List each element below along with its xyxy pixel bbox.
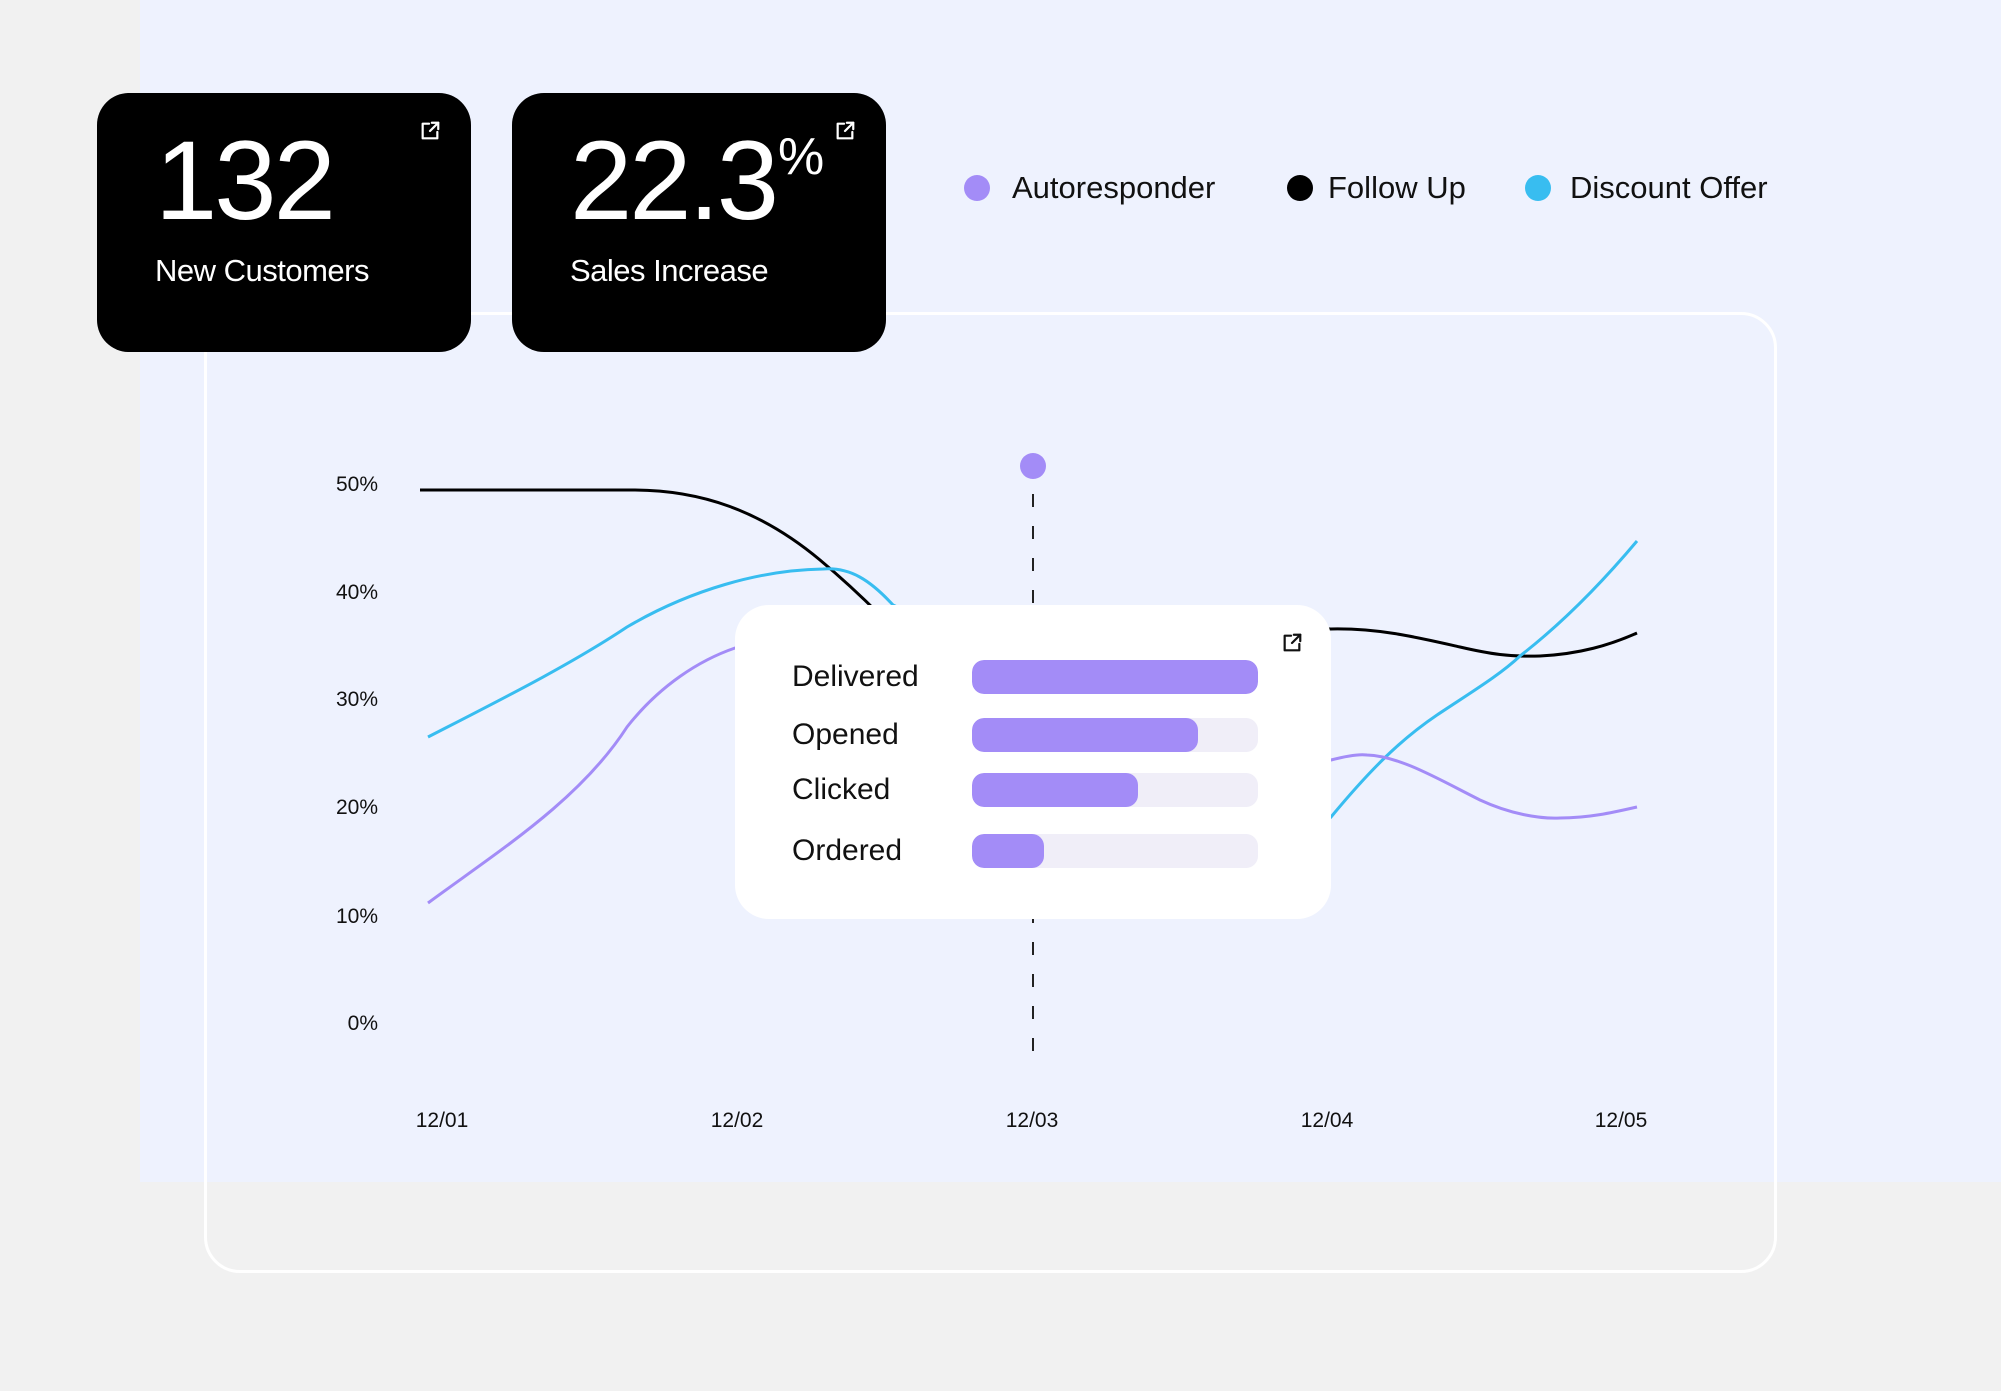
funnel-label: Delivered — [792, 660, 919, 693]
funnel-row-ordered: Ordered — [735, 834, 1331, 868]
stat-card-sales-increase[interactable]: 22.3% Sales Increase — [512, 93, 886, 352]
y-axis-label: 10% — [335, 905, 378, 928]
x-axis-label: 12/04 — [1300, 1109, 1354, 1132]
legend-item-follow-up[interactable]: Follow Up — [1287, 170, 1466, 206]
legend-dot-icon — [964, 175, 990, 201]
y-axis-label: 40% — [335, 581, 378, 604]
external-link-icon[interactable] — [419, 120, 441, 142]
x-axis-label: 12/05 — [1594, 1109, 1648, 1132]
legend-dot-icon — [1525, 175, 1551, 201]
funnel-label: Opened — [792, 718, 899, 751]
external-link-icon[interactable] — [1281, 632, 1303, 654]
stat-label: New Customers — [155, 253, 370, 288]
legend-label: Autoresponder — [1012, 170, 1216, 205]
legend-label: Follow Up — [1328, 170, 1466, 205]
legend-label: Discount Offer — [1570, 170, 1768, 205]
progress-fill — [972, 773, 1138, 807]
progress-track — [972, 773, 1258, 807]
y-axis-label: 50% — [335, 473, 378, 496]
x-axis-label: 12/01 — [415, 1109, 469, 1132]
x-axis-label: 12/02 — [710, 1109, 764, 1132]
progress-fill — [972, 834, 1044, 868]
funnel-label: Ordered — [792, 834, 903, 867]
legend-item-discount-offer[interactable]: Discount Offer — [1525, 170, 1768, 206]
x-axis-label: 12/03 — [1005, 1109, 1059, 1132]
progress-track — [972, 660, 1258, 694]
legend-item-autoresponder[interactable]: Autoresponder — [964, 170, 1215, 206]
chart-frame — [204, 312, 1777, 1273]
stat-value: 132 — [155, 118, 336, 243]
funnel-tooltip: Delivered Opened Clicked Ordered — [735, 605, 1331, 919]
funnel-row-delivered: Delivered — [735, 660, 1331, 694]
y-axis-label: 0% — [347, 1012, 378, 1035]
progress-track — [972, 834, 1258, 868]
y-axis-label: 30% — [335, 688, 378, 711]
legend-dot-icon — [1287, 175, 1313, 201]
funnel-label: Clicked — [792, 773, 891, 806]
external-link-icon[interactable] — [834, 120, 856, 142]
stat-label: Sales Increase — [570, 253, 769, 288]
progress-track — [972, 718, 1258, 752]
progress-fill — [972, 718, 1198, 752]
progress-fill — [972, 660, 1258, 694]
y-axis-label: 20% — [335, 796, 378, 819]
stat-card-new-customers[interactable]: 132 New Customers — [97, 93, 471, 352]
funnel-row-clicked: Clicked — [735, 773, 1331, 807]
funnel-row-opened: Opened — [735, 718, 1331, 752]
stat-value: 22.3% — [570, 118, 825, 243]
